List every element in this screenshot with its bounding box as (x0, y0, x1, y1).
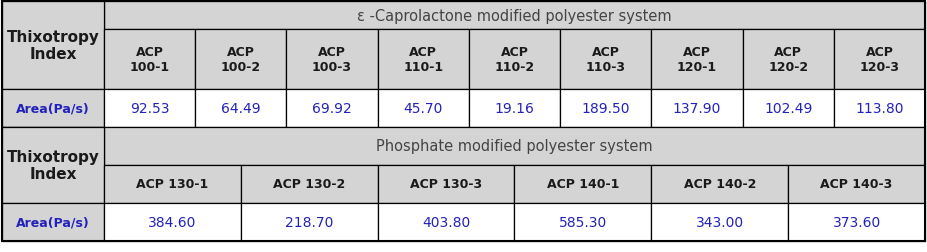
Bar (196, 90, 286, 128)
Bar (377, 165, 514, 203)
Bar (241, 203, 377, 241)
Bar (196, 30, 286, 90)
Text: 189.50: 189.50 (581, 102, 630, 115)
Bar (2, 90, 104, 128)
Text: ACP 140-2: ACP 140-2 (683, 178, 756, 191)
Text: 19.16: 19.16 (495, 102, 535, 115)
Bar (469, 90, 560, 128)
Text: ACP
120-3: ACP 120-3 (859, 46, 899, 74)
Bar (652, 165, 788, 203)
Bar (377, 30, 469, 90)
Bar (2, 2, 104, 90)
Text: ACP 140-3: ACP 140-3 (820, 178, 893, 191)
Bar (514, 165, 652, 203)
Bar (652, 90, 743, 128)
Text: 218.70: 218.70 (286, 215, 334, 229)
Text: ACP
110-1: ACP 110-1 (403, 46, 443, 74)
Bar (2, 128, 104, 203)
Text: ACP
120-1: ACP 120-1 (677, 46, 717, 74)
Bar (104, 30, 196, 90)
Text: ACP 130-2: ACP 130-2 (273, 178, 346, 191)
Text: ACP
100-2: ACP 100-2 (221, 46, 260, 74)
Bar (377, 203, 514, 241)
Bar (652, 203, 788, 241)
Bar (788, 165, 925, 203)
Text: ACP
100-1: ACP 100-1 (130, 46, 170, 74)
Text: 92.53: 92.53 (130, 102, 170, 115)
Bar (104, 2, 925, 30)
Bar (2, 203, 104, 241)
Text: ACP
110-2: ACP 110-2 (494, 46, 535, 74)
Text: 137.90: 137.90 (673, 102, 721, 115)
Text: ACP
120-2: ACP 120-2 (768, 46, 808, 74)
Text: 585.30: 585.30 (559, 215, 607, 229)
Text: 373.60: 373.60 (832, 215, 881, 229)
Text: ACP
110-3: ACP 110-3 (586, 46, 626, 74)
Text: Area(Pa/s): Area(Pa/s) (16, 102, 90, 115)
Bar (652, 30, 743, 90)
Bar (514, 203, 652, 241)
Bar (241, 165, 377, 203)
Bar (2, 128, 104, 165)
Bar (833, 90, 925, 128)
Bar (560, 30, 652, 90)
Bar (104, 203, 241, 241)
Bar (104, 165, 241, 203)
Text: 384.60: 384.60 (148, 215, 197, 229)
Bar (377, 90, 469, 128)
Bar (2, 2, 104, 30)
Bar (743, 30, 833, 90)
Text: Thixotropy
Index: Thixotropy Index (6, 30, 99, 62)
Text: 113.80: 113.80 (855, 102, 904, 115)
Text: Thixotropy
Index: Thixotropy Index (6, 149, 99, 181)
Bar (743, 90, 833, 128)
Text: Phosphate modified polyester system: Phosphate modified polyester system (376, 139, 653, 154)
Text: 343.00: 343.00 (695, 215, 743, 229)
Text: 69.92: 69.92 (312, 102, 352, 115)
Bar (286, 30, 377, 90)
Text: ε -Caprolactone modified polyester system: ε -Caprolactone modified polyester syste… (357, 9, 672, 23)
Bar (560, 90, 652, 128)
Text: 64.49: 64.49 (221, 102, 260, 115)
Bar (286, 90, 377, 128)
Text: Area(Pa/s): Area(Pa/s) (16, 216, 90, 229)
Bar (104, 90, 196, 128)
Bar (788, 203, 925, 241)
Text: ACP 140-1: ACP 140-1 (547, 178, 619, 191)
Text: 102.49: 102.49 (764, 102, 812, 115)
Text: ACP
100-3: ACP 100-3 (312, 46, 352, 74)
Text: ACP 130-3: ACP 130-3 (410, 178, 482, 191)
Bar (104, 128, 925, 165)
Bar (833, 30, 925, 90)
Bar (469, 30, 560, 90)
Text: 45.70: 45.70 (403, 102, 443, 115)
Text: ACP 130-1: ACP 130-1 (136, 178, 209, 191)
Text: 403.80: 403.80 (422, 215, 470, 229)
